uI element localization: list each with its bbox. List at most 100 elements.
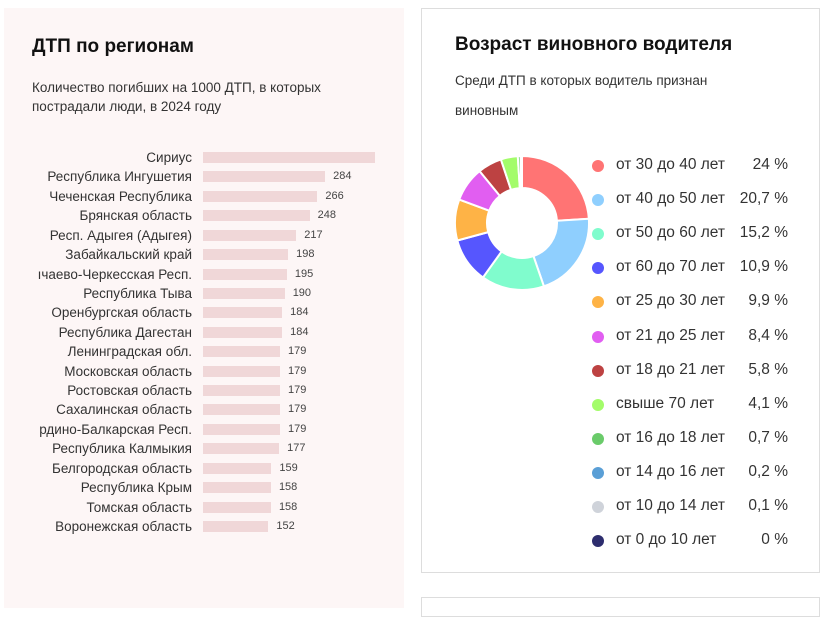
bar bbox=[203, 443, 279, 454]
legend-item[interactable]: от 0 до 10 лет 0 % bbox=[592, 531, 792, 551]
bar-value: 217 bbox=[304, 228, 322, 242]
bar-value: 198 bbox=[296, 247, 314, 261]
bar-label: Ростовская область bbox=[67, 381, 192, 400]
bar-label: рдино-Балкарская Респ. bbox=[39, 420, 192, 439]
legend-dot-icon bbox=[592, 467, 604, 479]
bar-row: Республика Калмыкия 177 bbox=[4, 439, 404, 458]
legend-label: от 60 до 70 лет bbox=[616, 258, 725, 276]
bar-row: Респ. Адыгея (Адыгея) 217 bbox=[4, 226, 404, 245]
legend-label: от 16 до 18 лет bbox=[616, 429, 725, 447]
bar-label: ıчаево-Черкесская Респ. bbox=[38, 265, 192, 284]
bar-value: 152 bbox=[276, 519, 294, 533]
bar-value: 179 bbox=[288, 364, 306, 378]
bar bbox=[203, 288, 285, 299]
bar-value: 248 bbox=[318, 208, 336, 222]
bar bbox=[203, 385, 280, 396]
legend-label: от 50 до 60 лет bbox=[616, 224, 725, 242]
bar-label: Республика Крым bbox=[81, 478, 192, 497]
bar bbox=[203, 327, 282, 338]
legend-dot-icon bbox=[592, 262, 604, 274]
donut-chart bbox=[454, 155, 590, 291]
bar-label: Томская область bbox=[87, 498, 193, 517]
legend-dot-icon bbox=[592, 160, 604, 172]
bar-value: 179 bbox=[288, 383, 306, 397]
bar-label: Республика Калмыкия bbox=[52, 439, 192, 458]
bar-value: 195 bbox=[295, 267, 313, 281]
legend-value: 10,9 % bbox=[740, 258, 788, 276]
bar-label: Московская область bbox=[64, 362, 192, 381]
legend-item[interactable]: от 25 до 30 лет 9,9 % bbox=[592, 292, 792, 312]
driver-age-card: Возраст виновного водителя Среди ДТП в к… bbox=[421, 8, 820, 573]
bar bbox=[203, 191, 317, 202]
bar-label: Чеченская Республика bbox=[49, 187, 192, 206]
legend-value: 5,8 % bbox=[748, 361, 788, 379]
bar-value: 284 bbox=[333, 169, 351, 183]
legend-dot-icon bbox=[592, 228, 604, 240]
bar-label: Ленинградская обл. bbox=[68, 342, 192, 361]
bar-row: Республика Тыва 190 bbox=[4, 284, 404, 303]
legend-value: 0,7 % bbox=[748, 429, 788, 447]
bar-label: Сириус bbox=[146, 148, 192, 167]
bar-value: 266 bbox=[325, 189, 343, 203]
donut-slice[interactable] bbox=[522, 156, 589, 221]
bar-row: Чеченская Республика 266 bbox=[4, 187, 404, 206]
bar-value: 158 bbox=[279, 500, 297, 514]
bar bbox=[203, 521, 268, 532]
bar-row: Оренбургская область 184 bbox=[4, 303, 404, 322]
legend-label: от 25 до 30 лет bbox=[616, 292, 725, 310]
donut-slice[interactable] bbox=[533, 219, 589, 287]
legend-dot-icon bbox=[592, 433, 604, 445]
legend-item[interactable]: от 30 до 40 лет 24 % bbox=[592, 156, 792, 176]
legend-dot-icon bbox=[592, 365, 604, 377]
legend-value: 15,2 % bbox=[740, 224, 788, 242]
legend-item[interactable]: от 10 до 14 лет 0,1 % bbox=[592, 497, 792, 517]
legend-item[interactable]: от 60 до 70 лет 10,9 % bbox=[592, 258, 792, 278]
bar-label: Забайкальский край bbox=[65, 245, 192, 264]
bar bbox=[203, 346, 280, 357]
bar-label: Белгородская область bbox=[52, 459, 192, 478]
bar-value: 190 bbox=[293, 286, 311, 300]
bar-label: Оренбургская область bbox=[51, 303, 192, 322]
bar-value: 159 bbox=[279, 461, 297, 475]
bar-row: Томская область 158 bbox=[4, 498, 404, 517]
bar-label: Республика Дагестан bbox=[59, 323, 192, 342]
bar-row: Воронежская область 152 bbox=[4, 517, 404, 536]
bar bbox=[203, 502, 271, 513]
legend-item[interactable]: свыше 70 лет 4,1 % bbox=[592, 395, 792, 415]
legend-label: от 21 до 25 лет bbox=[616, 327, 725, 345]
next-card bbox=[421, 597, 820, 617]
bar-row: ıчаево-Черкесская Респ. 195 bbox=[4, 265, 404, 284]
bar-value: 158 bbox=[279, 480, 297, 494]
legend-item[interactable]: от 18 до 21 лет 5,8 % bbox=[592, 361, 792, 381]
legend-value: 9,9 % bbox=[748, 292, 788, 310]
bar bbox=[203, 249, 288, 260]
bar-row: Белгородская область 159 bbox=[4, 459, 404, 478]
legend-item[interactable]: от 16 до 18 лет 0,7 % bbox=[592, 429, 792, 449]
legend-dot-icon bbox=[592, 399, 604, 411]
legend-label: от 0 до 10 лет bbox=[616, 531, 716, 549]
bar bbox=[203, 230, 296, 241]
bar-value: 179 bbox=[288, 422, 306, 436]
legend-value: 0,2 % bbox=[748, 463, 788, 481]
bar-value: 184 bbox=[290, 305, 308, 319]
legend-label: от 40 до 50 лет bbox=[616, 190, 725, 208]
bar-row: Ленинградская обл. 179 bbox=[4, 342, 404, 361]
bar-row: Ростовская область 179 bbox=[4, 381, 404, 400]
bar bbox=[203, 404, 280, 415]
legend-item[interactable]: от 40 до 50 лет 20,7 % bbox=[592, 190, 792, 210]
legend-item[interactable]: от 50 до 60 лет 15,2 % bbox=[592, 224, 792, 244]
bar bbox=[203, 482, 271, 493]
legend-dot-icon bbox=[592, 194, 604, 206]
legend-value: 0 % bbox=[761, 531, 788, 549]
bar-label: Брянская область bbox=[80, 206, 193, 225]
bar-row: Республика Ингушетия 284 bbox=[4, 167, 404, 186]
bar bbox=[203, 424, 280, 435]
legend-dot-icon bbox=[592, 535, 604, 547]
legend-label: от 10 до 14 лет bbox=[616, 497, 725, 515]
legend-item[interactable]: от 21 до 25 лет 8,4 % bbox=[592, 327, 792, 347]
legend-value: 20,7 % bbox=[740, 190, 788, 208]
legend-item[interactable]: от 14 до 16 лет 0,2 % bbox=[592, 463, 792, 483]
bar-row: Сахалинская область 179 bbox=[4, 400, 404, 419]
regions-card: ДТП по регионам Количество погибших на 1… bbox=[4, 8, 404, 608]
bar bbox=[203, 210, 310, 221]
